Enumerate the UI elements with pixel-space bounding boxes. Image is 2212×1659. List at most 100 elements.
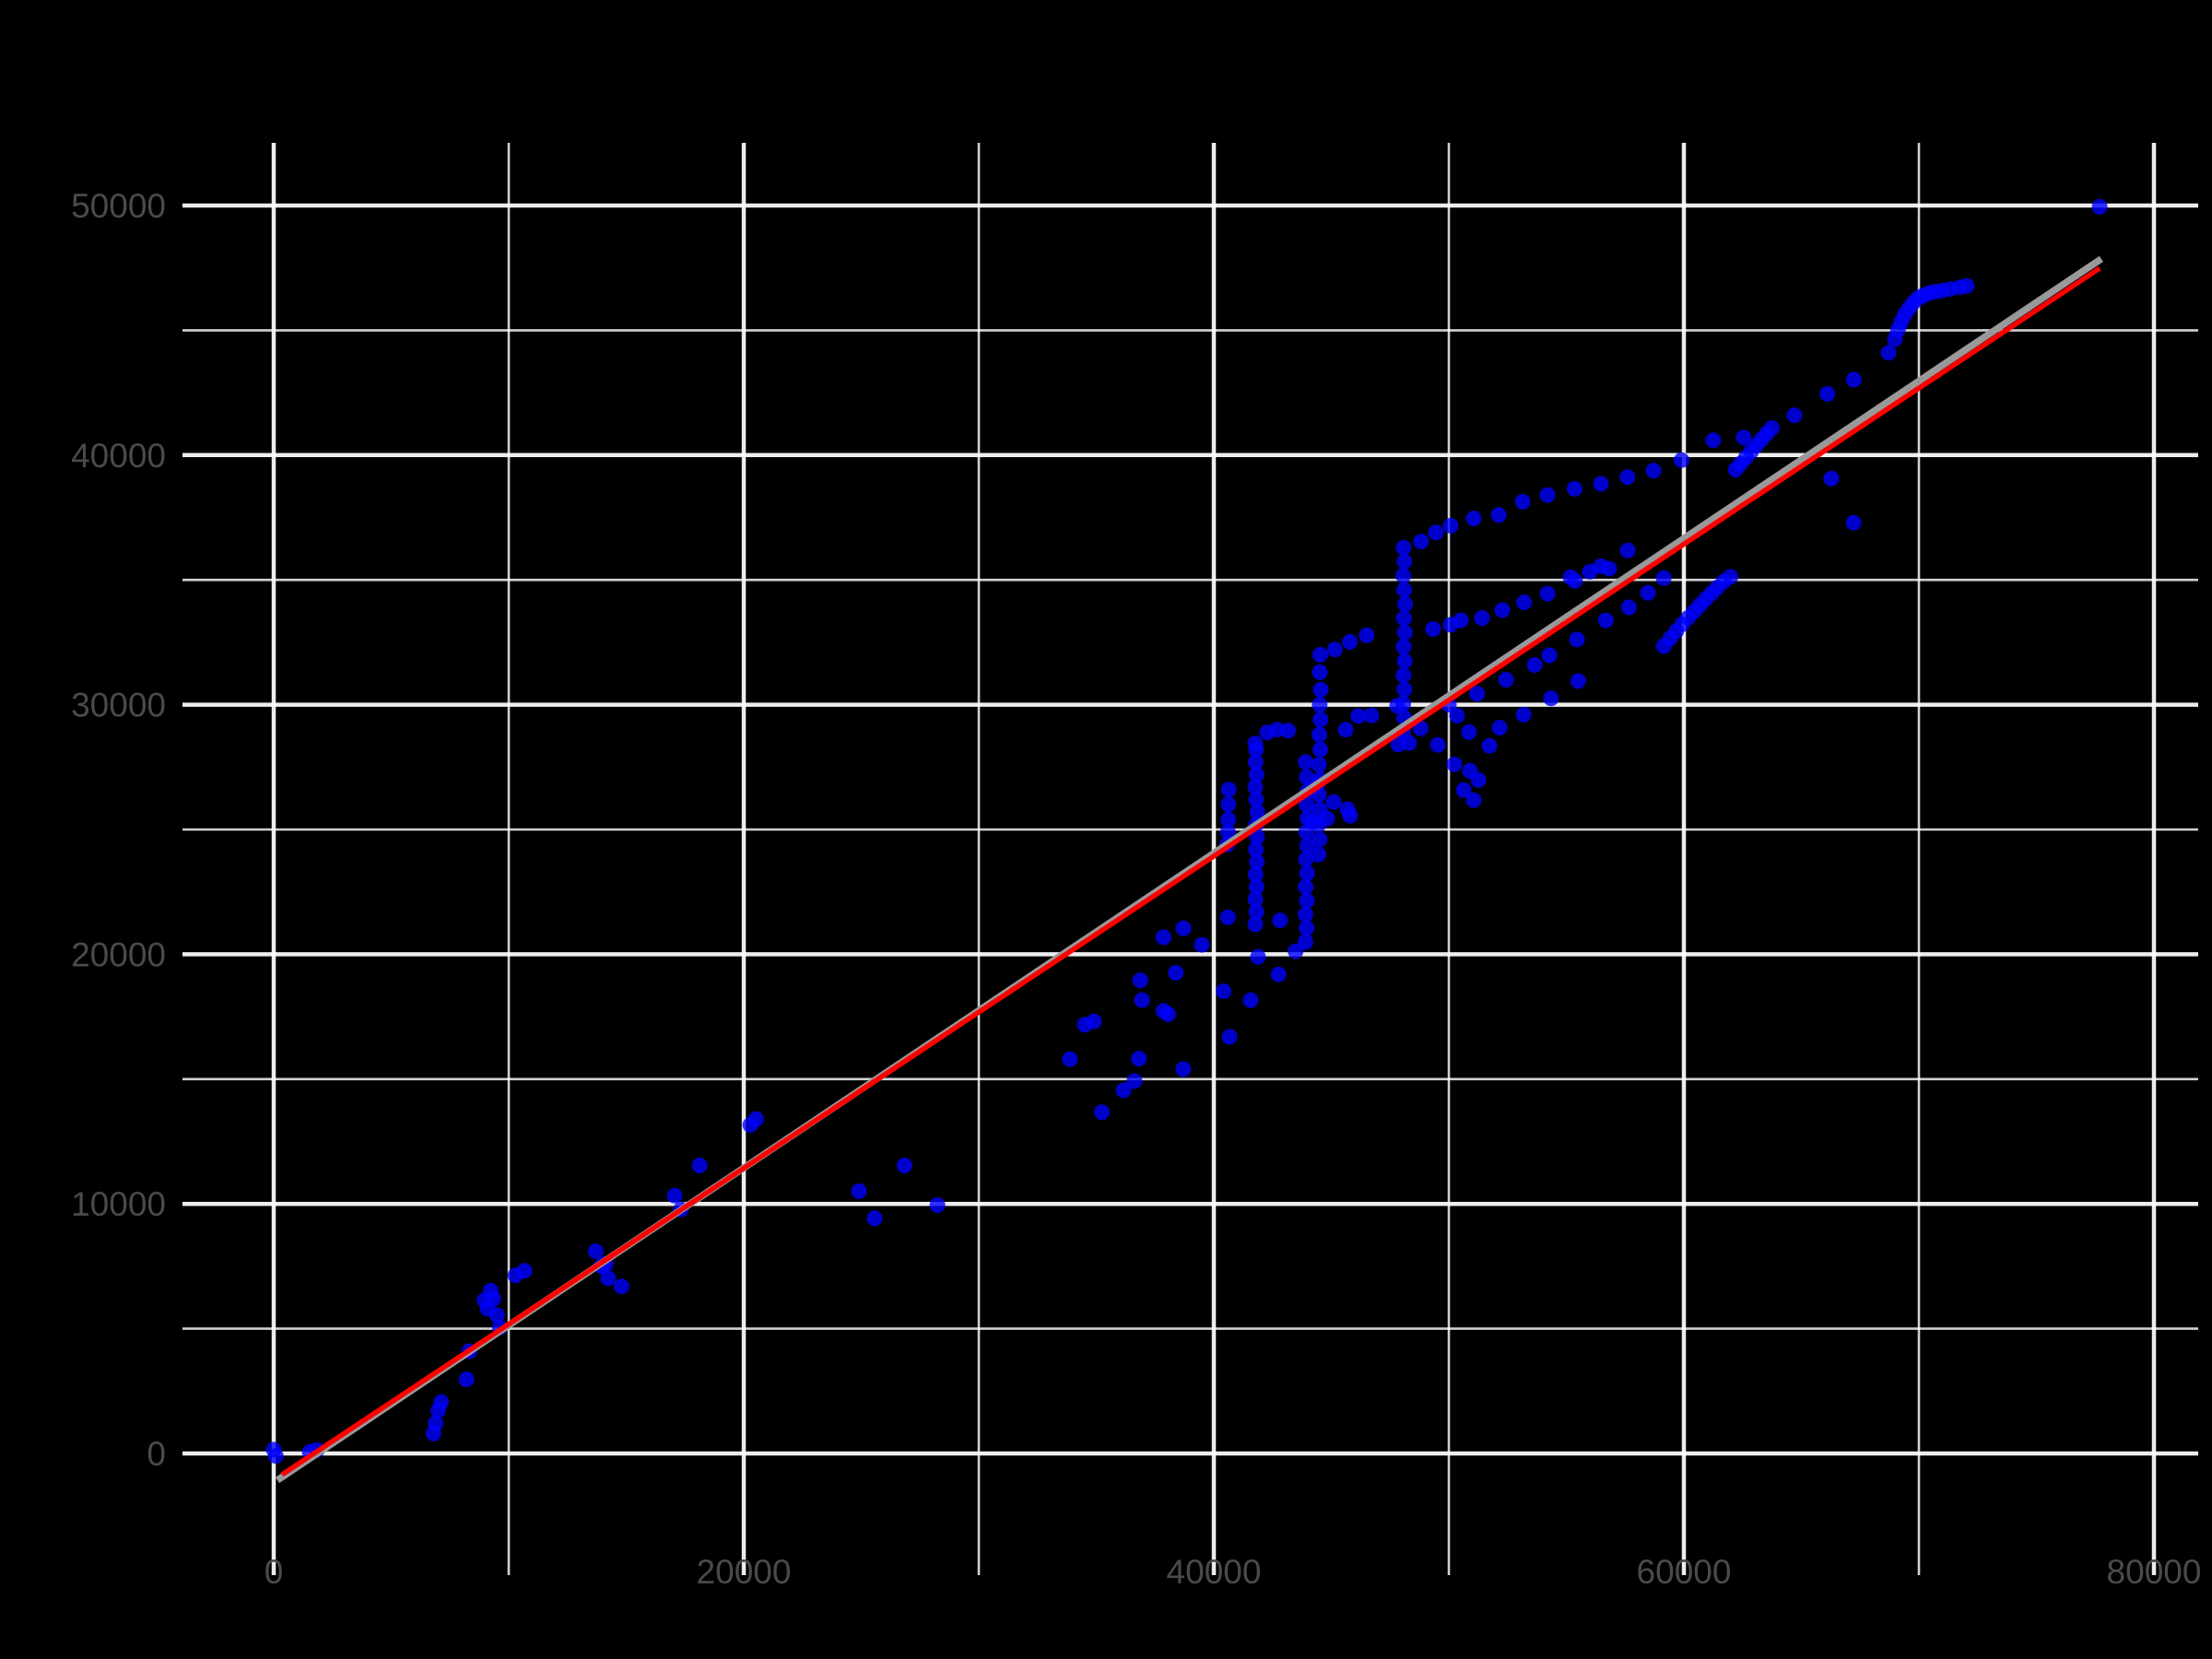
data-point <box>1396 681 1413 698</box>
data-point <box>1249 853 1265 870</box>
data-point <box>1319 810 1335 827</box>
data-point <box>747 1111 764 1127</box>
data-point <box>1396 553 1413 570</box>
data-point <box>1298 754 1314 771</box>
gridlines-minor <box>182 143 2198 1575</box>
data-point <box>1425 621 1441 637</box>
y-tick-label: 0 <box>147 1435 166 1473</box>
data-point <box>1395 610 1412 627</box>
data-point <box>1312 712 1329 728</box>
data-point <box>1337 722 1354 738</box>
data-point <box>1786 407 1803 423</box>
data-point <box>516 1263 533 1279</box>
data-point <box>1490 507 1507 524</box>
gridlines-major <box>182 143 2198 1575</box>
data-point <box>1465 511 1482 527</box>
data-point <box>1449 708 1465 724</box>
data-point <box>433 1394 450 1410</box>
data-point <box>1570 673 1586 689</box>
data-point <box>1221 1029 1238 1045</box>
data-point <box>1442 517 1459 534</box>
data-point <box>1397 596 1414 612</box>
data-point <box>1655 570 1672 586</box>
data-point <box>1401 735 1418 751</box>
data-point <box>896 1158 912 1173</box>
data-point <box>1469 686 1486 702</box>
data-point <box>427 1416 443 1431</box>
data-point <box>1470 771 1487 788</box>
data-point <box>1298 906 1313 923</box>
data-point <box>1823 470 1840 487</box>
data-point <box>1619 542 1636 559</box>
data-point <box>2091 198 2108 215</box>
data-point <box>1248 878 1265 895</box>
data-point <box>1566 480 1583 497</box>
fit-lines <box>275 255 2103 1484</box>
data-point <box>1516 594 1533 611</box>
data-point <box>1541 647 1558 664</box>
data-point <box>1413 534 1430 549</box>
data-point <box>1312 726 1327 743</box>
data-point <box>1175 1061 1192 1077</box>
data-points <box>265 198 2108 1465</box>
y-tick-label: 30000 <box>71 687 166 724</box>
data-point <box>1395 639 1412 655</box>
data-point <box>1272 912 1288 929</box>
data-point <box>1155 929 1171 946</box>
data-point <box>1247 779 1264 795</box>
data-point <box>1086 1013 1102 1030</box>
data-point <box>1270 966 1287 982</box>
data-point <box>1299 920 1315 936</box>
data-point <box>587 1243 604 1260</box>
red-fit-line <box>280 265 2101 1477</box>
data-point <box>1132 972 1148 989</box>
data-point <box>1312 831 1328 848</box>
data-point <box>485 1290 501 1307</box>
data-point <box>1298 878 1314 895</box>
data-point <box>1220 811 1237 828</box>
data-point <box>851 1182 867 1199</box>
x-axis-tick-labels: 0 20000 40000 60000 80000 <box>265 1553 2202 1591</box>
data-point <box>1593 476 1609 492</box>
data-point <box>1194 936 1210 953</box>
data-point <box>1474 610 1490 627</box>
data-point <box>1597 612 1614 629</box>
data-point <box>1640 584 1656 601</box>
data-point <box>1396 653 1413 669</box>
data-point <box>1248 766 1265 782</box>
data-point <box>1455 782 1472 798</box>
data-point <box>1304 814 1321 830</box>
data-point <box>1216 983 1231 999</box>
data-point <box>1220 796 1237 813</box>
x-tick-label: 20000 <box>697 1553 792 1591</box>
data-point <box>1359 627 1375 643</box>
data-point <box>1396 582 1413 598</box>
y-axis-tick-labels: 0 10000 20000 30000 40000 50000 <box>71 187 166 1473</box>
data-point <box>1845 514 1862 531</box>
data-point <box>1134 992 1150 1008</box>
data-point <box>1248 841 1265 858</box>
x-tick-label: 80000 <box>2107 1553 2202 1591</box>
data-point <box>1674 452 1689 468</box>
data-point <box>1880 345 1897 361</box>
data-point <box>1395 696 1411 712</box>
data-point <box>1562 569 1579 585</box>
data-point <box>1312 646 1328 663</box>
data-point <box>1453 612 1469 629</box>
data-point <box>613 1278 629 1295</box>
data-point <box>929 1197 946 1213</box>
data-point <box>267 1448 284 1465</box>
data-point <box>1705 432 1722 449</box>
data-point <box>1299 865 1315 881</box>
data-point <box>1342 633 1359 650</box>
data-point <box>1461 724 1477 740</box>
data-point <box>1299 796 1314 813</box>
data-point <box>1312 741 1328 758</box>
data-point <box>1247 754 1264 771</box>
data-point <box>1465 792 1482 808</box>
data-point <box>1062 1051 1078 1067</box>
data-point <box>1131 1051 1147 1067</box>
data-point <box>1446 756 1463 772</box>
data-point <box>1311 846 1326 863</box>
